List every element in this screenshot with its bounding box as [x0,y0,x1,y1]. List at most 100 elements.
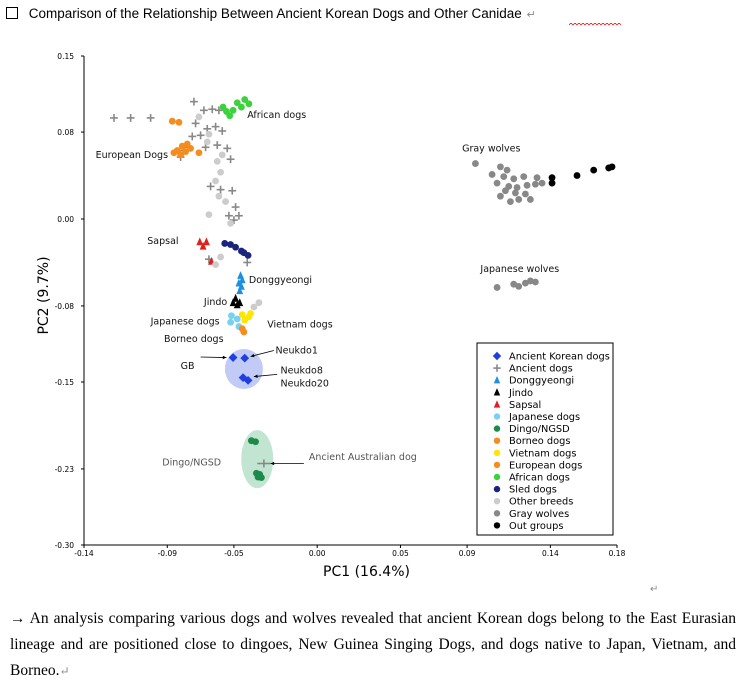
point-gray-wolves [507,198,514,206]
point-other-breeds [212,261,219,269]
caption-text: → An analysis comparing various dogs and… [10,610,736,679]
point-other-breeds [212,177,219,185]
x-tick-label: 0.09 [459,549,476,558]
legend-label-european-dogs: European dogs [509,460,582,471]
legend-marker-borneo-dogs [493,437,501,444]
y-tick-label: 0.00 [57,215,74,224]
annotation-label: Neukdo8 [281,365,323,376]
annotation-arrowhead [250,353,255,358]
point-ancient-dogs [226,155,235,164]
legend-marker-ancient-dogs [493,364,501,372]
point-gray-wolves [523,181,531,189]
legend-marker-vietnam-dogs [493,449,501,456]
point-gray-wolves [497,192,504,200]
legend-marker-jindo [493,388,501,396]
point-sapsal [203,237,210,246]
annotation-label: Japanese wolves [479,264,559,275]
annotation-label: Neukdo1 [276,346,318,357]
point-sled-dogs [227,241,234,248]
annotation-label: Borneo dogs [164,334,224,345]
legend-label-dingo-ngsd: Dingo/NGSD [509,424,570,435]
point-gray-wolves [531,180,539,188]
point-ancient-dogs [215,106,223,115]
point-african-dogs [229,106,237,114]
point-gray-wolves [497,163,504,171]
point-gray-wolves [493,179,501,187]
x-axis-title: PC1 (16.4%) [323,564,410,580]
legend-marker-dingo-ngsd [493,425,501,432]
x-tick-label: -0.05 [224,549,244,558]
point-other-breeds [217,253,224,261]
paragraph-mark-icon: ↵ [650,584,659,595]
legend-label-borneo-dogs: Borneo dogs [509,436,570,447]
annotation-label: African dogs [247,110,306,121]
heading-title: Comparison of the Relationship Between A… [28,6,522,21]
annotation-arrowhead [253,374,258,378]
legend-label-jindo: Jindo [508,388,533,399]
y-tick-label: 0.15 [57,52,74,61]
point-other-breeds [250,303,258,311]
point-ancient-dogs [208,105,217,114]
point-vietnam-dogs [247,310,254,317]
point-european-dogs [177,151,185,159]
point-gray-wolves [526,277,534,285]
annotation-arrowhead [270,461,275,466]
point-ancient-dogs [231,203,240,211]
point-european-dogs [170,149,178,157]
y-tick-label: -0.15 [55,378,75,387]
x-tick-label: -0.14 [74,549,94,558]
pca-scatter-chart: -0.14 -0.09 -0.05 0.00 0.05 0.09 0.14 0.18 0.15 0… [36,52,626,580]
point-gray-wolves [511,189,519,197]
point-ancient-dogs [211,122,220,131]
point-gray-wolves [503,166,511,174]
paragraph-mark-icon: ↵ [59,664,70,678]
point-sled-dogs [221,240,229,247]
point-other-breeds [205,211,213,219]
point-gray-wolves [510,175,518,183]
point-ancient-dogs [243,258,252,267]
point-out-groups [548,179,556,187]
point-out-groups [590,166,598,174]
point-japanese-dogs [228,312,235,320]
point-borneo-dogs [240,328,248,336]
legend-marker-sled-dogs [493,485,501,493]
point-donggyeongi [238,275,246,284]
point-african-dogs [219,103,227,111]
x-tick-label: 0.14 [542,549,559,558]
point-ancient-dogs [200,106,208,115]
annotation-label: GB [181,361,195,372]
annotation-label: Gray wolves [462,144,520,155]
legend-label-sapsal: Sapsal [509,400,541,411]
point-european-dogs [187,144,195,152]
annotation-label: Ancient Australian dog [309,452,417,463]
y-tick-label: -0.30 [55,541,75,550]
point-african-dogs [226,112,234,120]
point-other-breeds [218,151,226,159]
legend-marker-out-groups [493,522,501,529]
annotation-label: Neukdo20 [281,378,329,389]
caption: → An analysis comparing various dogs and… [10,606,736,684]
point-other-breeds [227,219,234,227]
annotation-arrow [253,373,278,377]
x-tick-label: -0.09 [158,549,178,558]
point-gray-wolves [526,196,534,203]
point-ancient-korean-dogs [240,353,250,363]
dingo-cluster-ellipse [241,430,274,489]
point-ancient-dogs [225,211,233,220]
point-african-dogs [241,96,249,103]
point-out-groups [573,172,581,179]
annotation-label: Jindo [203,297,227,308]
point-ancient-dogs [196,131,205,140]
legend-marker-other-breeds [493,498,501,505]
legend-marker-gray-wolves [493,510,501,517]
legend-label-ancient-korean-dogs: Ancient Korean dogs [509,352,610,363]
point-jindo [229,298,237,307]
point-ancient-dogs [235,211,243,220]
legend-label-ancient-dogs: Ancient dogs [509,364,573,375]
annotation-label: Vietnam dogs [267,320,332,331]
point-gray-wolves [521,190,529,198]
point-sled-dogs [232,243,239,251]
point-gray-wolves [493,284,501,291]
legend-label-african-dogs: African dogs [509,473,570,484]
point-dingo-ngsd [257,474,265,482]
